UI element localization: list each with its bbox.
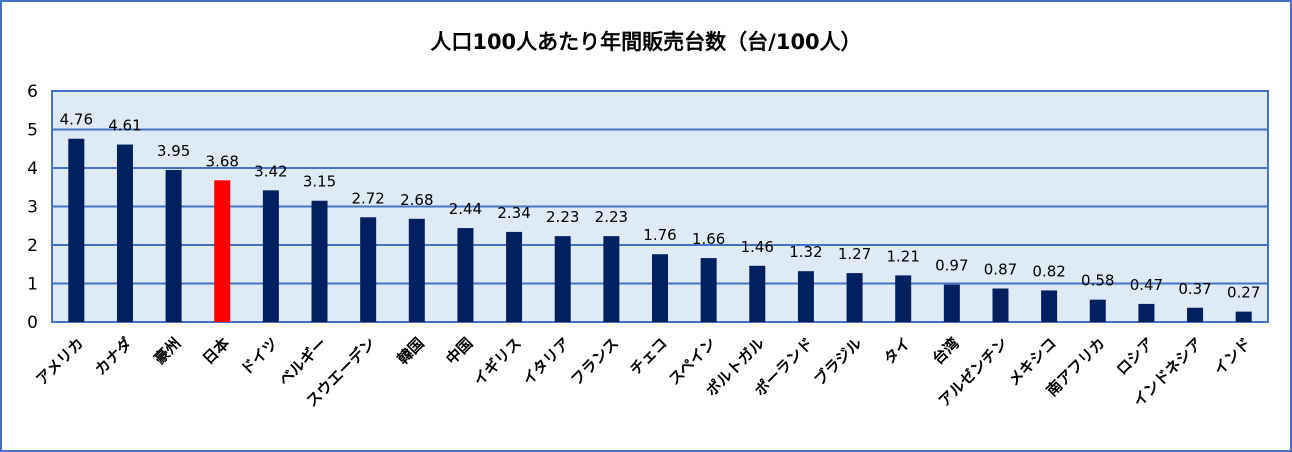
y-tick-label: 5 [27,121,38,141]
bar-12 [603,236,620,322]
bar-20 [992,288,1009,322]
bar-25 [1235,311,1252,322]
data-label: 0.27 [1227,284,1260,302]
category-label: 豪州 [150,334,184,368]
bar-8 [408,218,425,322]
category-label: カナダ [91,334,136,379]
bar-16 [797,271,814,322]
bar-1 [68,138,85,322]
bar-9 [457,228,474,322]
data-label: 0.82 [1032,262,1065,280]
bar-10 [506,231,523,322]
bar-19 [943,284,960,322]
bar-21 [1041,290,1058,322]
data-label: 1.46 [741,238,774,256]
bar-24 [1187,307,1204,322]
data-label: 2.44 [449,200,482,218]
data-label: 3.95 [157,142,190,160]
bar-2 [116,144,133,322]
data-label: 0.47 [1130,276,1163,294]
y-tick-label: 0 [27,313,38,333]
data-label: 3.15 [303,173,336,191]
bar-11 [554,236,571,322]
bar-7 [360,217,377,322]
data-label: 2.68 [400,191,433,209]
bar-15 [749,265,766,322]
category-label: アメリカ [33,334,88,389]
category-label: ブラジル [810,334,865,389]
bar-14 [700,258,717,322]
category-label: ロシア [1113,334,1158,379]
y-tick-label: 1 [27,275,38,295]
data-label: 2.72 [351,189,384,207]
y-tick-label: 4 [27,159,38,179]
category-label: タイ [880,334,914,368]
data-label: 4.61 [108,117,141,135]
category-label: イギリス [470,334,525,389]
category-label: ドイツ [237,334,282,379]
data-label: 0.37 [1178,280,1211,298]
data-label: 3.42 [254,162,287,180]
bar-5 [262,190,279,322]
category-label: イタリア [519,334,574,389]
category-label: 韓国 [394,334,428,368]
bar-23 [1138,303,1155,322]
data-label: 1.27 [838,245,871,263]
category-label: 台湾 [929,334,963,368]
bar-17 [846,273,863,322]
data-label: 1.32 [789,243,822,261]
bar-13 [652,254,668,322]
data-label: 1.76 [643,226,676,244]
bar-22 [1089,299,1106,322]
y-tick-label: 3 [27,198,38,218]
category-label: フランス [567,334,622,389]
bar-18 [895,275,912,322]
data-label: 4.76 [60,111,93,129]
bar-6 [311,200,328,322]
data-label: 1.21 [886,247,919,265]
data-label: 0.87 [984,261,1017,279]
data-label: 3.68 [206,152,239,170]
data-label: 2.23 [595,208,628,226]
category-label: 中国 [442,334,476,368]
bar-3 [165,169,182,322]
data-label: 0.97 [935,257,968,275]
bar-4 [214,180,231,322]
category-label: チェコ [626,334,671,379]
chart-title: 人口100人あたり年間販売台数（台/100人） [430,30,862,54]
y-tick-label: 2 [27,236,38,256]
data-label: 1.66 [692,230,725,248]
y-tick-label: 6 [27,82,38,102]
data-label: 0.58 [1081,272,1114,290]
category-label: インド [1210,334,1255,379]
data-label: 2.23 [546,208,579,226]
category-label: 日本 [199,334,233,368]
data-label: 2.34 [497,204,530,222]
